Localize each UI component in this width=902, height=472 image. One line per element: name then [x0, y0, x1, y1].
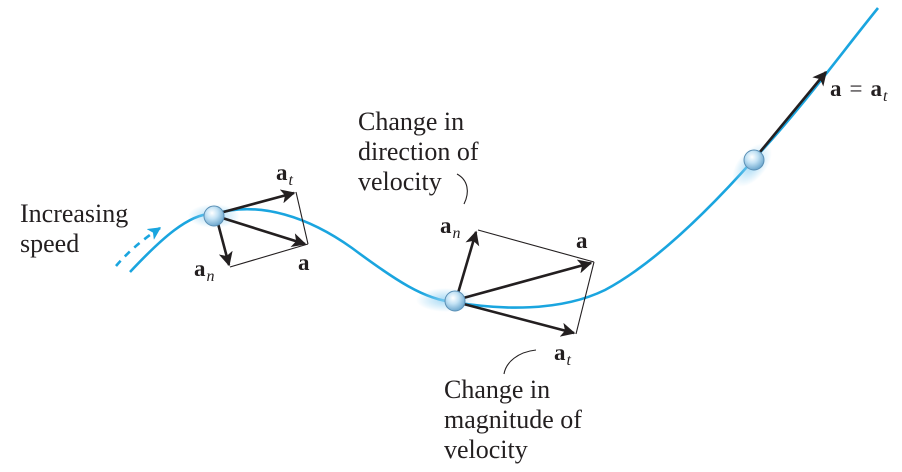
p2-thin-top: [477, 229, 595, 263]
p1-a-label: a: [298, 250, 310, 275]
direction-change-label-line1: Change in: [358, 107, 464, 136]
p1-thin-bottom: [229, 243, 309, 268]
p2-at-arrow: [455, 300, 576, 337]
p1-an-label: an: [194, 256, 215, 285]
particle-2: [444, 290, 466, 312]
p3-a-equals-at-label: a = at: [830, 76, 888, 105]
p1-a-arrow: [215, 214, 307, 247]
p1-at-arrow: [215, 189, 296, 216]
particle-1: [203, 205, 225, 227]
magnitude-change-label-line2: magnitude of: [444, 405, 582, 434]
particle-1-vectors: [214, 189, 309, 268]
particle-3: [743, 149, 765, 171]
p2-an-label: an: [440, 213, 461, 242]
p2-a-arrow: [455, 259, 593, 302]
increasing-speed-label-line2: speed: [20, 229, 79, 258]
p2-thin-right: [575, 261, 595, 335]
magnitude-change-label-line1: Change in: [444, 375, 550, 404]
p3-a-arrow: [753, 70, 828, 159]
increasing-speed-label-line1: Increasing: [20, 199, 128, 228]
increasing-speed-arrow: [115, 226, 162, 267]
magnitude-change-label-line3: velocity: [444, 435, 528, 464]
magnitude-caption-leader: [503, 349, 537, 375]
particle-2-vectors: [454, 229, 595, 337]
p2-a-label: a: [576, 228, 588, 253]
direction-change-label-line3: velocity: [358, 167, 442, 196]
direction-caption-leader: [456, 173, 468, 205]
direction-change-label-line2: direction of: [358, 137, 479, 166]
p1-at-label: at: [276, 160, 294, 189]
p2-an-arrow: [454, 230, 480, 301]
p2-at-label: at: [554, 340, 572, 369]
